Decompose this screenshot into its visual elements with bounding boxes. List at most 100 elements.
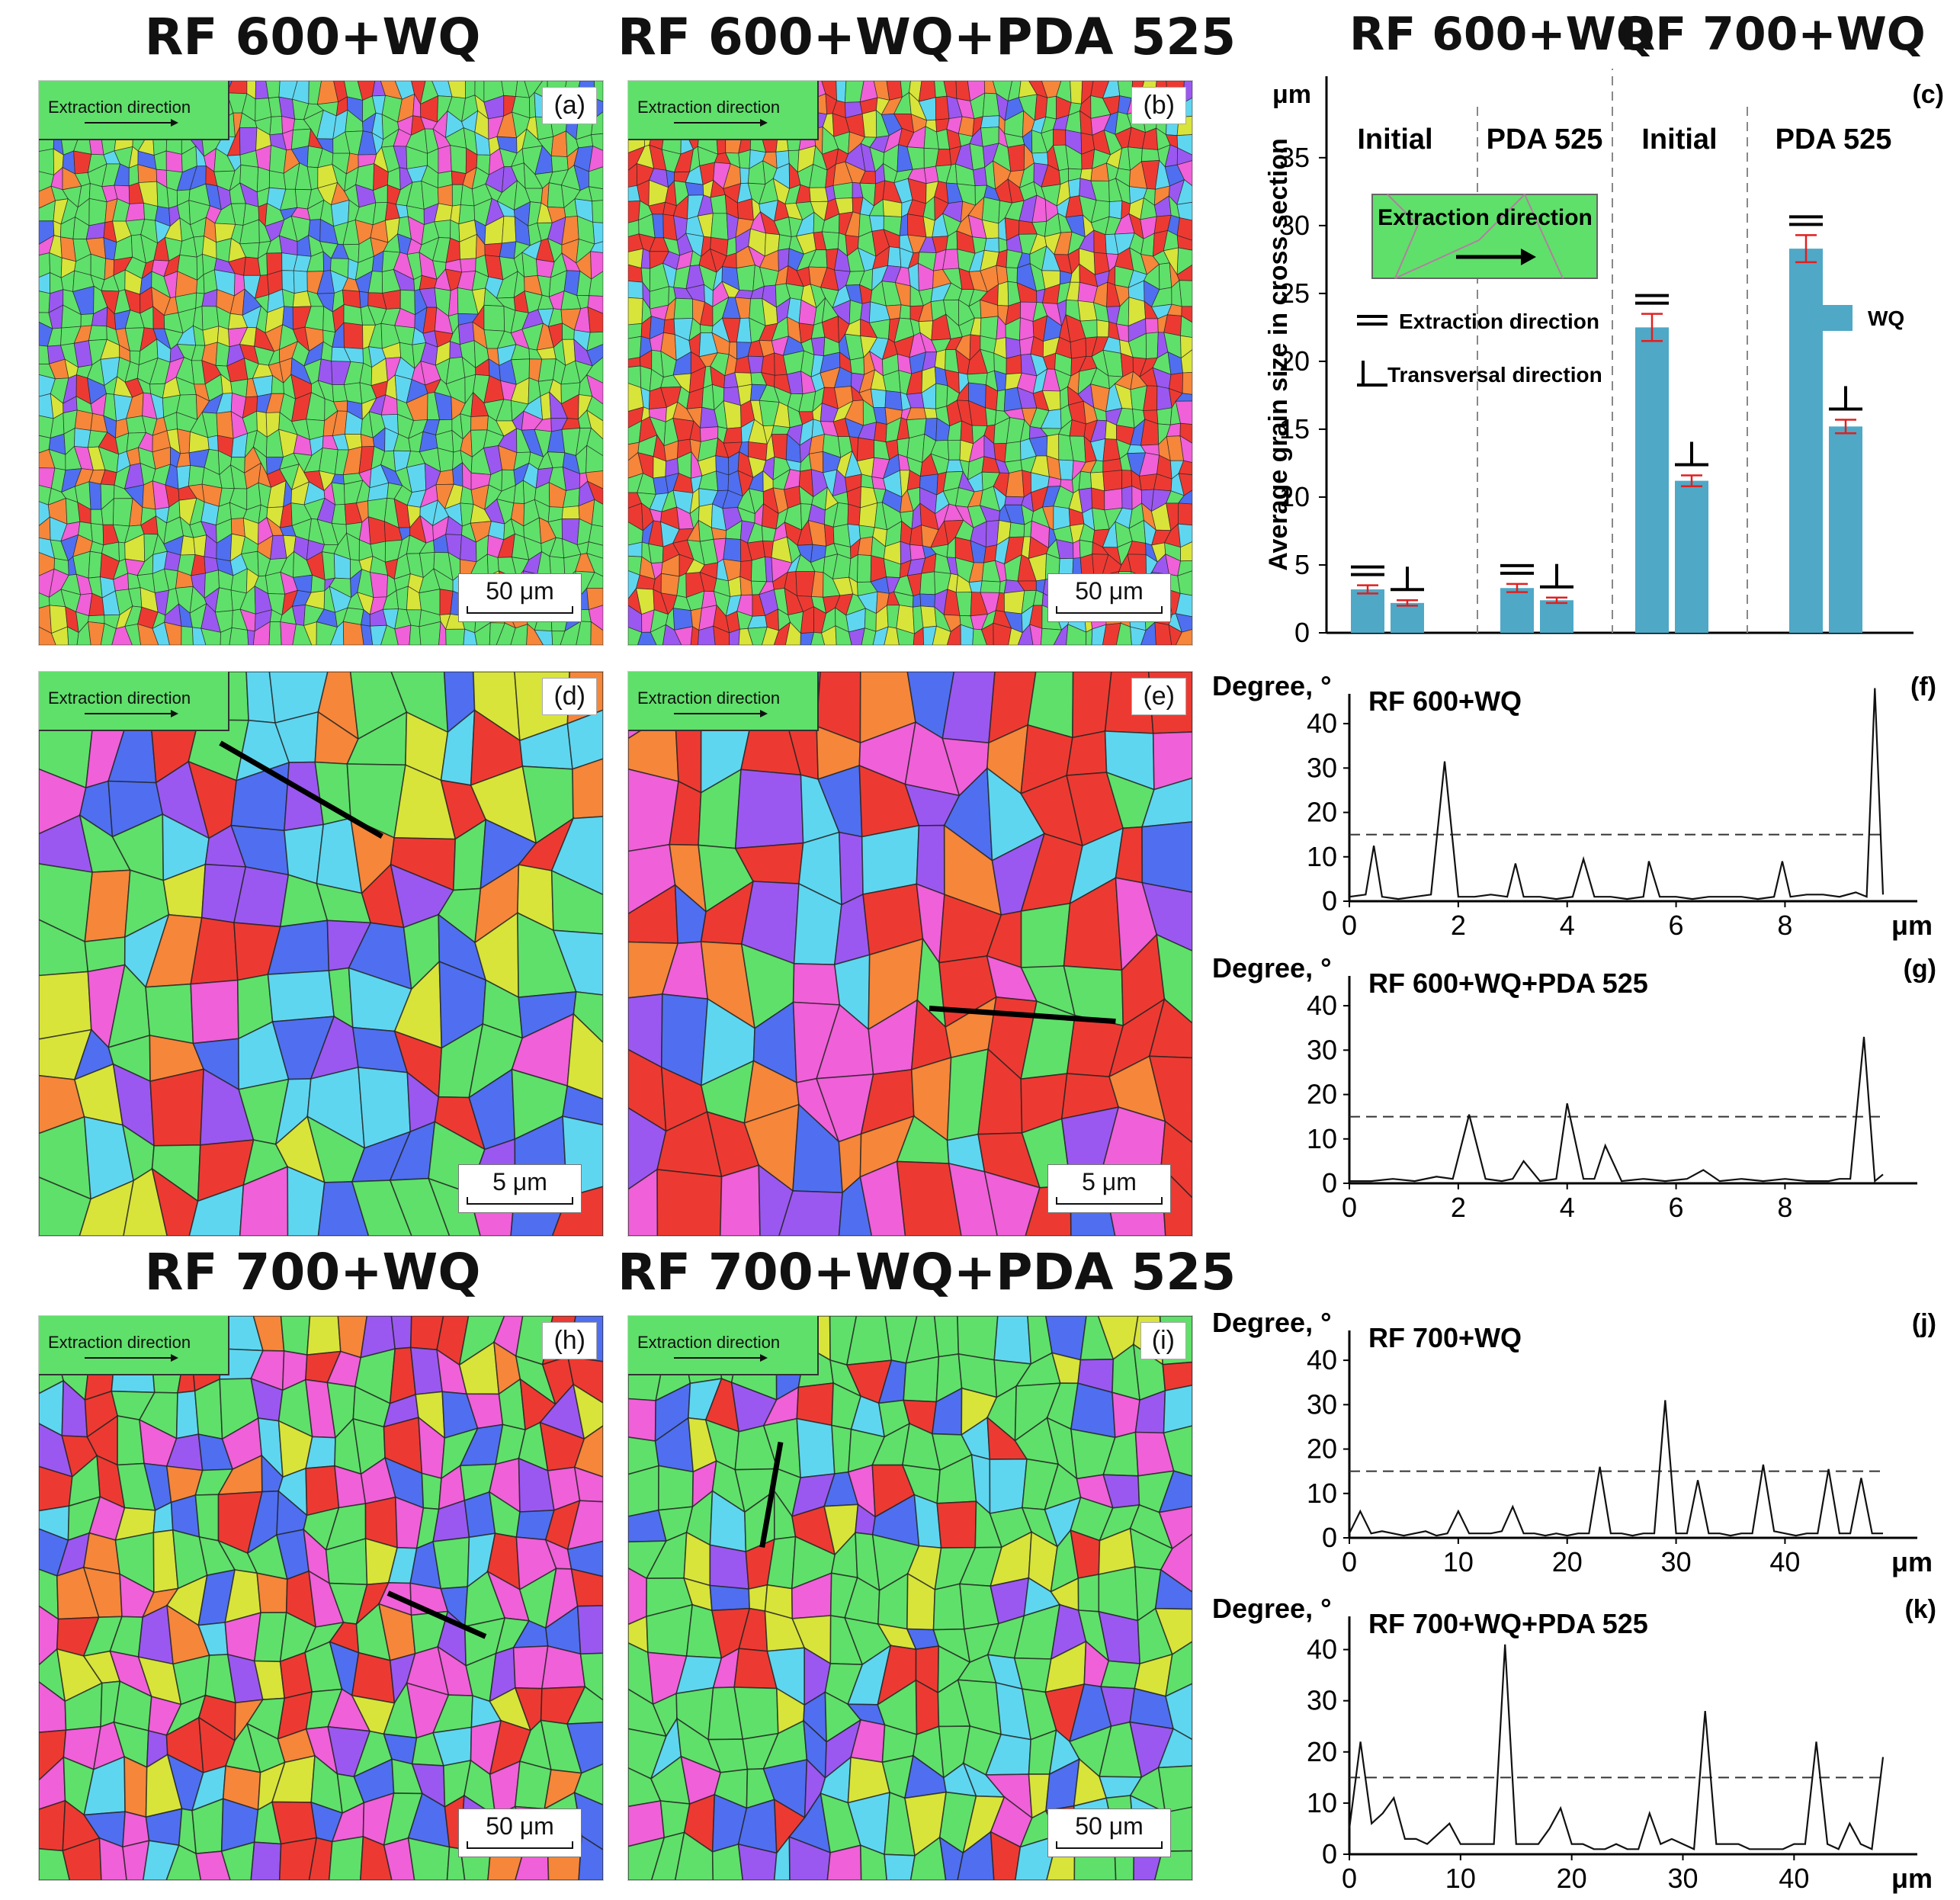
grain <box>1175 629 1192 645</box>
grain <box>912 593 922 608</box>
grain <box>588 524 603 546</box>
grain <box>1158 1506 1192 1550</box>
grain <box>566 1540 603 1577</box>
grain <box>729 628 740 645</box>
grain <box>884 626 900 645</box>
y-tick-label: 20 <box>1307 1079 1337 1110</box>
ebsd-map-h: Extraction direction (h) 50 μm <box>38 1315 604 1881</box>
y-tick-label: 40 <box>1307 990 1337 1021</box>
grain <box>1154 1607 1192 1656</box>
grain <box>111 626 133 645</box>
grain <box>685 181 704 196</box>
bar-chart-c: 0 5 10 15 20 25 30 35 μm Average grain size in cr… <box>1264 69 1944 648</box>
grain <box>796 1417 836 1478</box>
grain <box>572 758 603 820</box>
grain <box>1162 1361 1192 1391</box>
y-axis-label: Degree, ° <box>1212 953 1331 984</box>
arrow-right-icon <box>674 119 768 127</box>
grain <box>1070 1382 1116 1439</box>
x-unit: μm <box>1891 1863 1933 1894</box>
panel-letter-d: (d) <box>542 678 597 715</box>
grain <box>809 187 829 203</box>
grain <box>501 81 518 97</box>
grain <box>194 1494 220 1542</box>
grain <box>510 624 528 645</box>
y-tick-label: 10 <box>1307 1787 1337 1818</box>
grain <box>191 627 207 645</box>
grain <box>1152 731 1192 791</box>
grain <box>303 621 317 645</box>
grain <box>407 1837 451 1880</box>
grain <box>993 1316 1032 1365</box>
inset-grain-boundary <box>1524 194 1564 279</box>
grain <box>993 622 1012 645</box>
grain <box>747 627 768 645</box>
grain <box>723 538 742 562</box>
grain <box>733 1687 779 1741</box>
grain <box>292 624 313 645</box>
grain <box>586 396 603 422</box>
chart-title: RF 600+WQ <box>1368 685 1522 717</box>
grain <box>983 1170 1041 1236</box>
grain <box>328 1835 364 1880</box>
grain <box>389 1177 451 1236</box>
grain <box>628 1567 648 1626</box>
grain <box>1145 318 1159 334</box>
grain <box>1140 148 1160 162</box>
x-tick-label: 2 <box>1451 910 1466 941</box>
grain <box>848 627 865 645</box>
grain <box>1176 264 1192 281</box>
grain <box>672 608 693 631</box>
grain <box>566 1721 603 1774</box>
extraction-direction-box: Extraction direction <box>628 1316 819 1375</box>
grain <box>1145 332 1159 359</box>
grain <box>1004 441 1022 463</box>
chart-title: RF 700+WQ <box>1368 1322 1522 1353</box>
title-c-left: RF 600+WQ <box>1349 8 1655 61</box>
x-tick-label: 20 <box>1552 1546 1583 1577</box>
grain <box>857 554 872 583</box>
grain <box>628 1398 657 1443</box>
y-axis-label: Average grain size in cross section <box>1264 138 1293 571</box>
grain <box>1180 315 1192 339</box>
grain <box>550 156 569 173</box>
grain <box>256 1572 288 1614</box>
grain <box>1121 485 1133 510</box>
grain <box>586 553 603 577</box>
grain <box>39 1799 66 1852</box>
grain <box>586 427 603 457</box>
y-tick-label: 25 <box>1279 278 1310 309</box>
grain <box>934 349 946 371</box>
grain <box>709 1584 751 1612</box>
grain <box>573 1466 603 1503</box>
y-tick-label: 20 <box>1307 797 1337 828</box>
grain <box>836 81 847 103</box>
arrow-right-icon <box>85 119 178 127</box>
grain <box>88 621 105 645</box>
chart-title: RF 700+WQ+PDA 525 <box>1368 1608 1648 1639</box>
grain <box>188 1184 245 1236</box>
grain <box>719 1164 761 1236</box>
grain <box>230 518 245 538</box>
grain <box>39 148 55 176</box>
grain <box>628 627 643 645</box>
grain <box>79 1179 135 1236</box>
grain <box>88 481 102 510</box>
y-tick-label: 0 <box>1322 1838 1337 1870</box>
grain <box>145 983 194 1045</box>
grain <box>1176 247 1192 276</box>
x-tick-label: 30 <box>1667 1863 1698 1894</box>
title-h: RF 700+WQ <box>144 1243 481 1301</box>
grain <box>39 971 92 1040</box>
grain <box>164 621 182 645</box>
grain <box>1006 267 1018 284</box>
grain <box>896 1160 962 1236</box>
grain <box>835 625 852 645</box>
legend-extraction: Extraction direction <box>1399 310 1599 333</box>
grain <box>983 237 999 253</box>
grain <box>570 1568 603 1607</box>
grain <box>1177 570 1192 596</box>
grain <box>586 541 603 559</box>
grain <box>870 388 887 408</box>
grain <box>370 572 389 598</box>
